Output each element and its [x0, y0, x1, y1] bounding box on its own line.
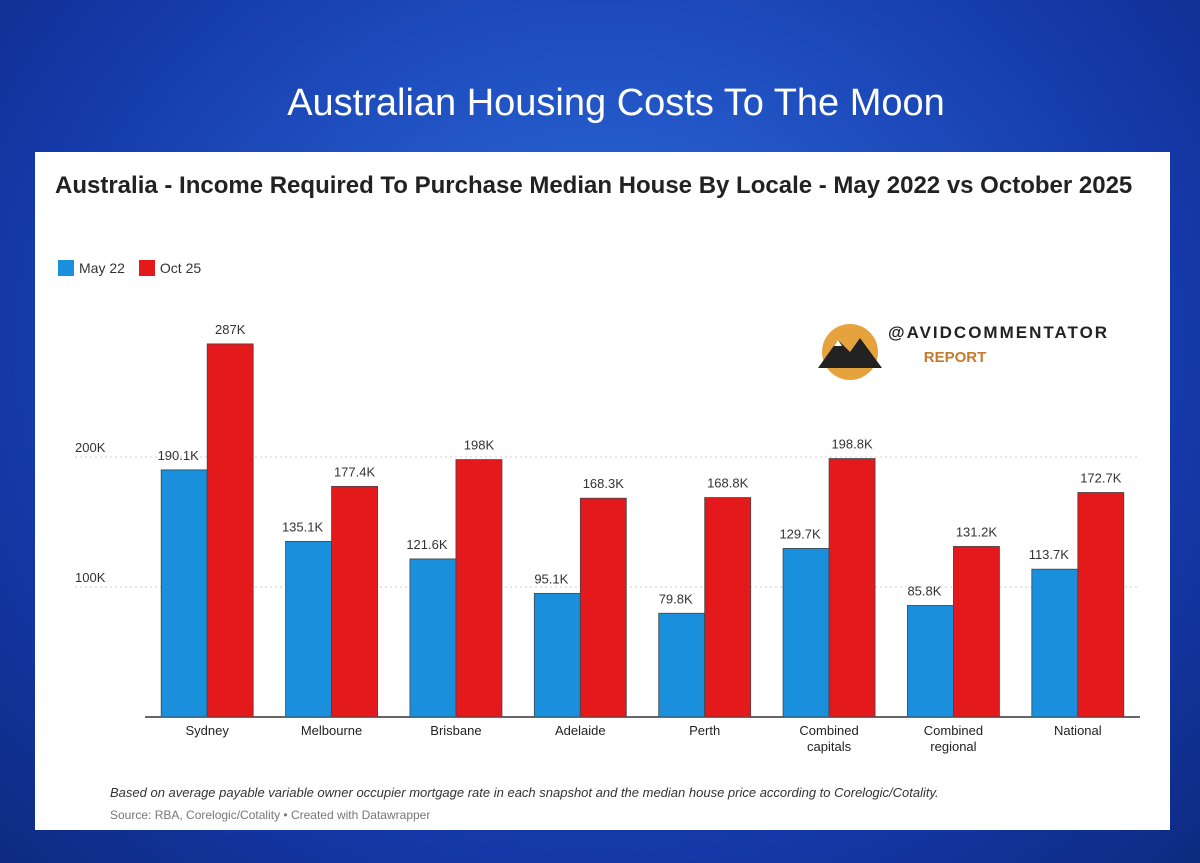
note: Based on average payable variable owner … [110, 785, 939, 800]
value-label: 198K [464, 438, 495, 453]
bar [782, 547, 830, 718]
value-label: 95.1K [534, 571, 568, 586]
value-label: 85.8K [907, 583, 941, 598]
legend-label: Oct 25 [159, 260, 202, 276]
value-label: 79.8K [659, 591, 693, 606]
bar [160, 469, 208, 718]
x-tick-label: Combined regional [923, 723, 984, 754]
legend: May 22 Oct 25 [58, 260, 201, 276]
value-label: 121.6K [406, 537, 448, 552]
legend-swatch [58, 260, 74, 276]
header: Australian Housing Costs To The Moon [287, 82, 945, 124]
bar [579, 497, 627, 718]
bar [409, 558, 457, 718]
legend-label: May 22 [79, 260, 125, 276]
value-label: 168.8K [707, 476, 749, 491]
logo [818, 324, 882, 380]
value-label: 287K [215, 322, 246, 337]
bar [1031, 568, 1079, 718]
value-label: 198.8K [831, 437, 873, 452]
x-tick-label: Perth [689, 723, 721, 738]
source: Source: RBA, Corelogic/Cotality • Create… [110, 808, 431, 822]
bar [704, 497, 752, 718]
x-tick-label: National [1053, 723, 1102, 738]
legend-item: May 22 [58, 260, 125, 276]
value-label: 131.2K [956, 524, 998, 539]
legend-item: Oct 25 [138, 260, 202, 276]
chart-title: Australia - Income Required To Purchase … [55, 172, 1133, 199]
legend-swatch [138, 260, 155, 276]
value-label: 129.7K [779, 526, 821, 541]
bar [828, 458, 876, 718]
x-tick-label: Sydney [185, 723, 229, 738]
watermark-handle: @AVIDCOMMENTATOR [888, 323, 1109, 342]
x-tick-label: Adelaide [555, 723, 606, 738]
x-tick-label: Melbourne [300, 723, 363, 738]
y-tick-label: 200K [75, 440, 106, 455]
bar [285, 540, 332, 718]
bar [1077, 492, 1125, 718]
bar [455, 459, 503, 718]
value-label: 168.3K [583, 476, 625, 491]
bar [533, 592, 581, 718]
x-tick-label: Combined capitals [799, 723, 859, 754]
value-label: 190.1K [158, 448, 200, 463]
bar [206, 343, 254, 718]
x-tick-label: Brisbane [430, 723, 482, 738]
y-tick-label: 100K [75, 570, 106, 585]
value-label: 172.7K [1080, 470, 1122, 485]
bar [331, 485, 378, 718]
bar [953, 546, 1000, 718]
bar [658, 612, 706, 718]
value-label: 177.4K [334, 464, 376, 479]
bar [907, 605, 954, 718]
value-label: 135.1K [282, 519, 324, 534]
watermark-tag: REPORT [924, 349, 987, 366]
value-label: 113.7K [1029, 547, 1070, 562]
